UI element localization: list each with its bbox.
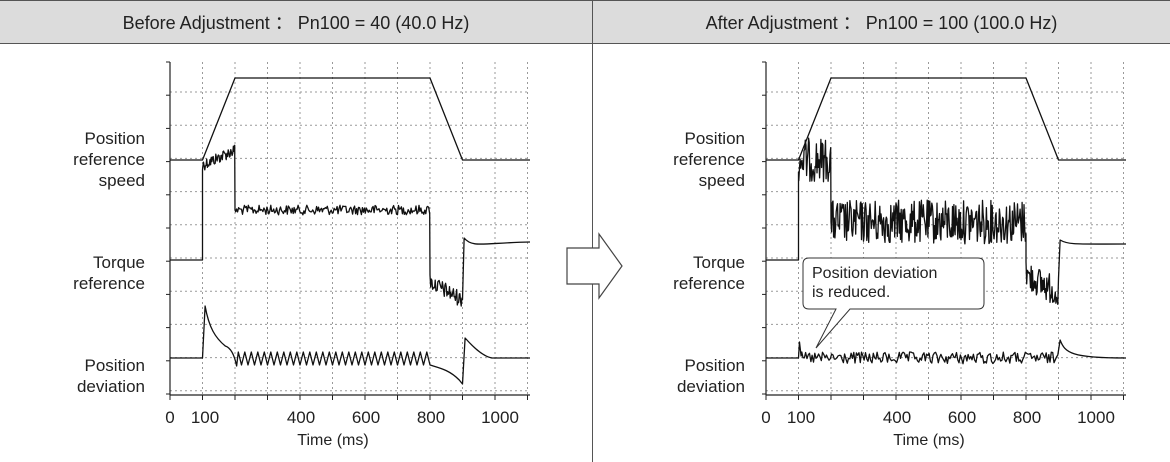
left-label-position-reference-speed: Position reference speed [73,129,145,190]
right-position-reference-speed-line [766,77,1126,161]
right-label-position-reference-speed: Position reference speed [673,129,745,190]
left-x-tick-100: 100 [190,408,220,427]
panel-left-title: Before Adjustment ： Pn100 = 40 (40.0 Hz) [0,0,592,44]
right-x-axis-label: Time (ms) [893,432,965,449]
right-position-deviation-line [766,339,1127,365]
left-label-position-deviation: Position deviation [76,356,145,396]
left-x-tick-0: 0 [165,408,175,427]
left-x-tick-400: 400 [286,408,316,427]
right-x-tick-100: 100 [786,408,816,427]
right-torque-reference-line [766,137,1127,306]
left-x-tick-600: 600 [351,408,381,427]
left-torque-reference-line [170,144,531,307]
left-x-tick-800: 800 [416,408,446,427]
left-x-axis-label: Time (ms) [297,432,369,449]
left-position-reference-speed-line [170,77,530,161]
right-x-tick-800: 800 [1012,408,1042,427]
right-x-tick-1000: 1000 [1077,408,1115,427]
callout-text: Position deviation is reduced. [812,265,938,301]
callout-bubble [802,257,985,349]
right-x-tick-400: 400 [882,408,912,427]
left-x-tick-1000: 1000 [481,408,519,427]
left-label-torque-reference: Torque reference [73,253,145,293]
right-x-tick-0: 0 [761,408,771,427]
right-label-torque-reference: Torque reference [673,253,745,293]
right-x-tick-600: 600 [947,408,977,427]
right-label-position-deviation: Position deviation [676,356,745,396]
panel-right-title: After Adjustment ： Pn100 = 100 (100.0 Hz… [593,0,1170,44]
left-position-deviation-line [170,305,530,385]
panel-divider [592,0,593,462]
right-arrow-icon [566,232,623,300]
